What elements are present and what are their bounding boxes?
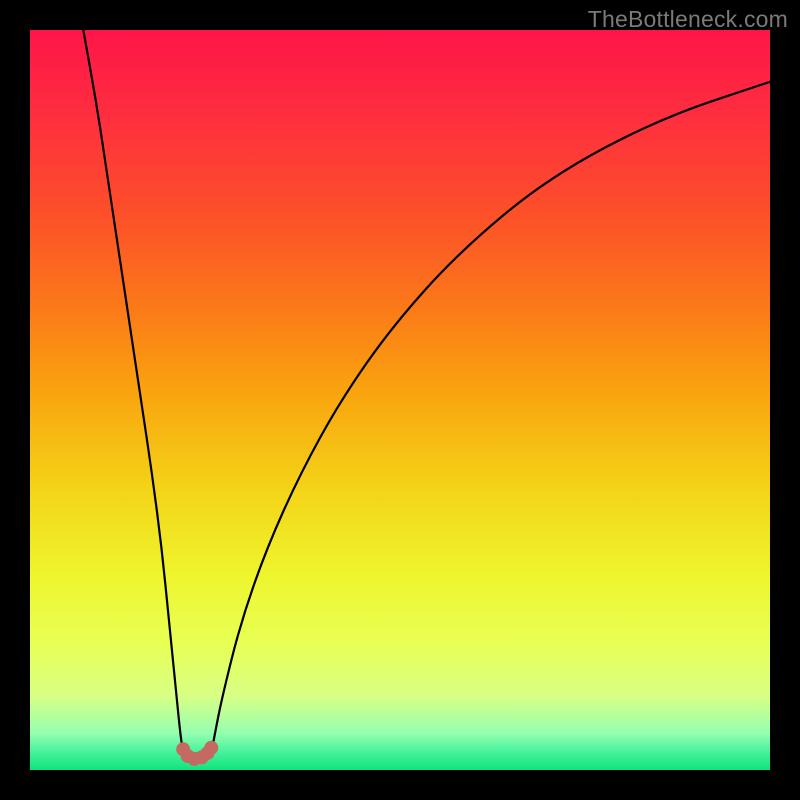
plot-area — [30, 30, 770, 770]
bottom-marker — [205, 741, 218, 754]
bottleneck-curve-chart — [30, 30, 770, 770]
watermark-text: TheBottleneck.com — [588, 6, 788, 33]
chart-frame: TheBottleneck.com — [0, 0, 800, 800]
